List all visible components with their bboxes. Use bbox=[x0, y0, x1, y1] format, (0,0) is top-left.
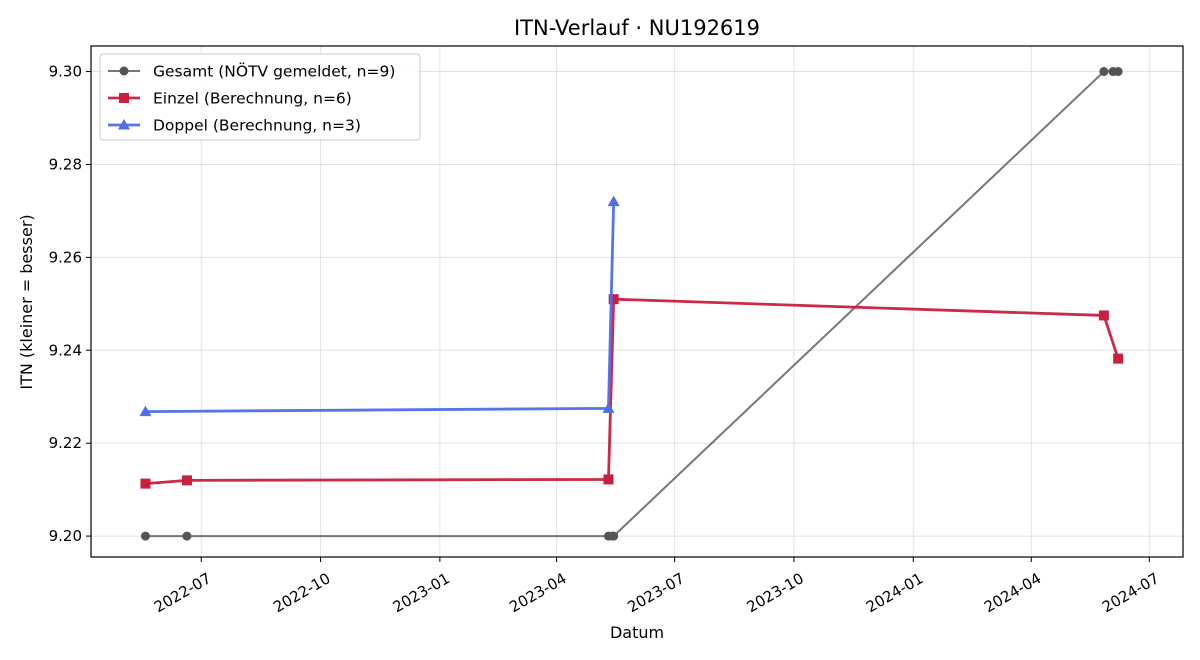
data-point bbox=[139, 405, 152, 417]
data-point bbox=[607, 195, 620, 207]
data-point bbox=[181, 475, 192, 486]
legend-marker bbox=[119, 66, 129, 76]
y-tick-label: 9.26 bbox=[49, 248, 82, 266]
legend-label: Doppel (Berechnung, n=3) bbox=[153, 117, 361, 135]
series-line bbox=[145, 297, 1120, 485]
legend-label: Gesamt (NÖTV gemeldet, n=9) bbox=[153, 62, 395, 81]
data-point bbox=[1098, 310, 1109, 321]
chart-title: ITN-Verlauf · NU192619 bbox=[514, 16, 760, 40]
legend-marker bbox=[118, 119, 130, 130]
data-point bbox=[608, 294, 619, 305]
series-circle bbox=[140, 67, 1123, 541]
legend-box bbox=[99, 53, 421, 141]
y-tick-label: 9.20 bbox=[49, 527, 82, 545]
data-point bbox=[1113, 67, 1123, 77]
y-tick-label: 9.28 bbox=[49, 155, 82, 173]
legend-item: Doppel (Berechnung, n=3) bbox=[108, 117, 361, 135]
x-axis-title: Datum bbox=[610, 623, 664, 642]
y-tick-label: 9.22 bbox=[49, 434, 82, 452]
data-point bbox=[603, 474, 614, 485]
y-axis: 9.20 9.22 9.24 9.26 9.28 9.30 bbox=[49, 63, 91, 545]
plot-frame bbox=[90, 45, 1184, 558]
y-axis-title: ITN (kleiner = besser) bbox=[17, 214, 36, 389]
series-layer bbox=[139, 67, 1124, 541]
data-point bbox=[140, 478, 151, 489]
data-point bbox=[602, 402, 615, 413]
y-tick-label: 9.24 bbox=[49, 341, 82, 359]
data-point bbox=[1113, 353, 1124, 364]
data-point bbox=[140, 531, 150, 541]
series-square bbox=[140, 294, 1124, 489]
grid bbox=[91, 46, 1183, 557]
series-triangle bbox=[139, 195, 620, 417]
legend-marker bbox=[119, 93, 129, 103]
data-point bbox=[609, 531, 619, 541]
data-point bbox=[182, 531, 192, 541]
legend-item: Gesamt (NÖTV gemeldet, n=9) bbox=[108, 62, 395, 81]
legend-item: Einzel (Berechnung, n=6) bbox=[108, 90, 352, 108]
y-tick-label: 9.30 bbox=[49, 63, 82, 81]
legend-label: Einzel (Berechnung, n=6) bbox=[153, 90, 352, 108]
data-point bbox=[1099, 67, 1109, 77]
legend: Gesamt (NÖTV gemeldet, n=9) Einzel (Berec… bbox=[99, 53, 421, 141]
